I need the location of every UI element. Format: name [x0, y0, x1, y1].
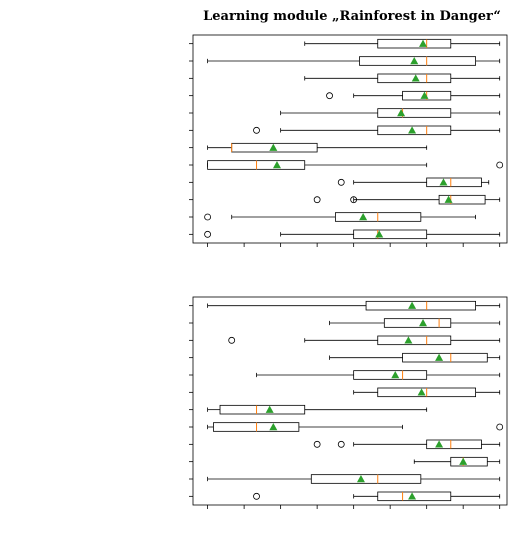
- box-group: [204, 212, 477, 222]
- box-group: [256, 370, 501, 380]
- outlier-point: [253, 126, 260, 134]
- mean-marker: [408, 126, 417, 134]
- iqr-box: [426, 439, 482, 450]
- iqr-box: [426, 177, 482, 188]
- box-group: [207, 474, 501, 484]
- mean-marker: [265, 405, 274, 413]
- mean-marker: [397, 109, 406, 117]
- box-group: [326, 90, 501, 101]
- box-group: [304, 38, 501, 49]
- box-group: [204, 229, 501, 240]
- figure-title: Learning module „Rainforest in Danger“: [203, 9, 501, 24]
- outlier-point: [204, 230, 212, 238]
- box-group: [207, 300, 501, 311]
- box-group: [207, 404, 428, 415]
- panel-prior-knowledge: [189, 34, 508, 247]
- box-group: [207, 422, 504, 432]
- mean-marker: [420, 91, 429, 99]
- outlier-point: [350, 196, 358, 204]
- mean-marker: [269, 423, 278, 431]
- mean-marker: [459, 457, 468, 465]
- outlier-point: [313, 440, 321, 448]
- iqr-box: [353, 229, 428, 240]
- box-group: [337, 177, 490, 188]
- iqr-box: [359, 56, 476, 66]
- outlier-point: [496, 423, 504, 431]
- box-group: [253, 125, 501, 136]
- mean-marker: [408, 301, 417, 309]
- iqr-box: [365, 300, 477, 311]
- mean-marker: [272, 161, 281, 169]
- mean-marker: [359, 213, 368, 221]
- outlier-point: [326, 92, 333, 100]
- iqr-box: [377, 38, 452, 49]
- iqr-box: [377, 335, 452, 346]
- iqr-box: [377, 491, 452, 502]
- mean-marker: [375, 230, 384, 238]
- iqr-box: [438, 194, 486, 205]
- panel-available-experience: [189, 296, 508, 509]
- plot-frame: [192, 296, 508, 506]
- box-group: [353, 387, 501, 398]
- box-group: [228, 335, 501, 346]
- iqr-box: [450, 456, 488, 467]
- box-group: [329, 352, 501, 363]
- outlier-point: [337, 178, 345, 186]
- box-group: [313, 439, 501, 450]
- mean-marker: [419, 39, 428, 47]
- iqr-box: [310, 474, 422, 484]
- outlier-point: [313, 196, 321, 204]
- mean-marker: [419, 319, 428, 327]
- iqr-box: [383, 318, 452, 328]
- outlier-point: [204, 213, 212, 221]
- iqr-box: [377, 108, 452, 118]
- box-group: [280, 108, 501, 118]
- mean-marker: [411, 74, 420, 82]
- outlier-point: [228, 336, 236, 344]
- mean-marker: [391, 371, 400, 379]
- mean-marker: [444, 195, 453, 203]
- outlier-point: [337, 440, 345, 448]
- box-group: [313, 194, 501, 205]
- iqr-box: [402, 352, 488, 363]
- box-group: [253, 491, 501, 502]
- box-group: [207, 142, 428, 153]
- outlier-point: [496, 161, 504, 169]
- mean-marker: [269, 143, 278, 151]
- mean-marker: [404, 336, 413, 344]
- mean-marker: [417, 388, 426, 396]
- iqr-box: [377, 125, 452, 136]
- box-group: [207, 160, 504, 170]
- mean-marker: [410, 57, 419, 65]
- iqr-box: [219, 404, 306, 415]
- mean-marker: [356, 475, 365, 483]
- mean-marker: [408, 492, 417, 500]
- mean-marker: [435, 440, 444, 448]
- mean-marker: [439, 178, 448, 186]
- plot-frame: [192, 34, 508, 244]
- box-group: [329, 318, 501, 328]
- box-group: [413, 456, 501, 467]
- box-group: [304, 73, 501, 84]
- iqr-box: [353, 370, 428, 380]
- outlier-point: [253, 492, 260, 500]
- mean-marker: [435, 353, 444, 361]
- iqr-box: [377, 73, 452, 84]
- box-group: [207, 56, 501, 66]
